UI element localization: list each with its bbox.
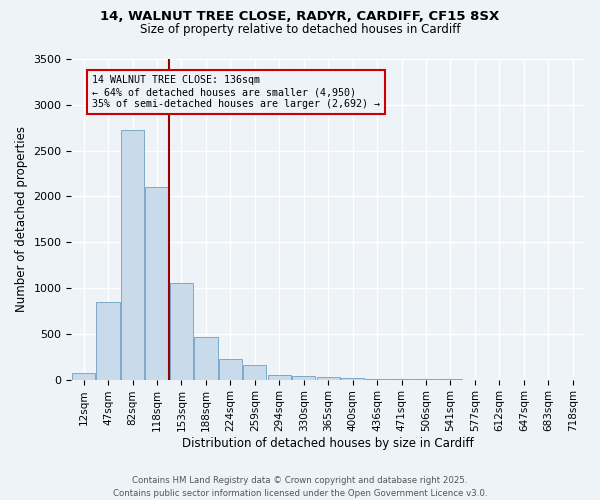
Text: 14 WALNUT TREE CLOSE: 136sqm
← 64% of detached houses are smaller (4,950)
35% of: 14 WALNUT TREE CLOSE: 136sqm ← 64% of de… bbox=[92, 76, 380, 108]
Bar bbox=[219, 358, 242, 380]
Bar bbox=[365, 378, 389, 380]
Bar bbox=[121, 130, 144, 380]
Bar bbox=[145, 187, 169, 380]
X-axis label: Distribution of detached houses by size in Cardiff: Distribution of detached houses by size … bbox=[182, 437, 474, 450]
Text: Contains HM Land Registry data © Crown copyright and database right 2025.
Contai: Contains HM Land Registry data © Crown c… bbox=[113, 476, 487, 498]
Bar bbox=[194, 338, 218, 380]
Bar bbox=[243, 365, 266, 380]
Bar bbox=[97, 302, 120, 380]
Text: 14, WALNUT TREE CLOSE, RADYR, CARDIFF, CF15 8SX: 14, WALNUT TREE CLOSE, RADYR, CARDIFF, C… bbox=[100, 10, 500, 23]
Bar bbox=[317, 377, 340, 380]
Text: Size of property relative to detached houses in Cardiff: Size of property relative to detached ho… bbox=[140, 22, 460, 36]
Bar bbox=[72, 373, 95, 380]
Bar bbox=[341, 378, 364, 380]
Bar bbox=[170, 284, 193, 380]
Bar bbox=[268, 374, 291, 380]
Bar bbox=[292, 376, 316, 380]
Y-axis label: Number of detached properties: Number of detached properties bbox=[15, 126, 28, 312]
